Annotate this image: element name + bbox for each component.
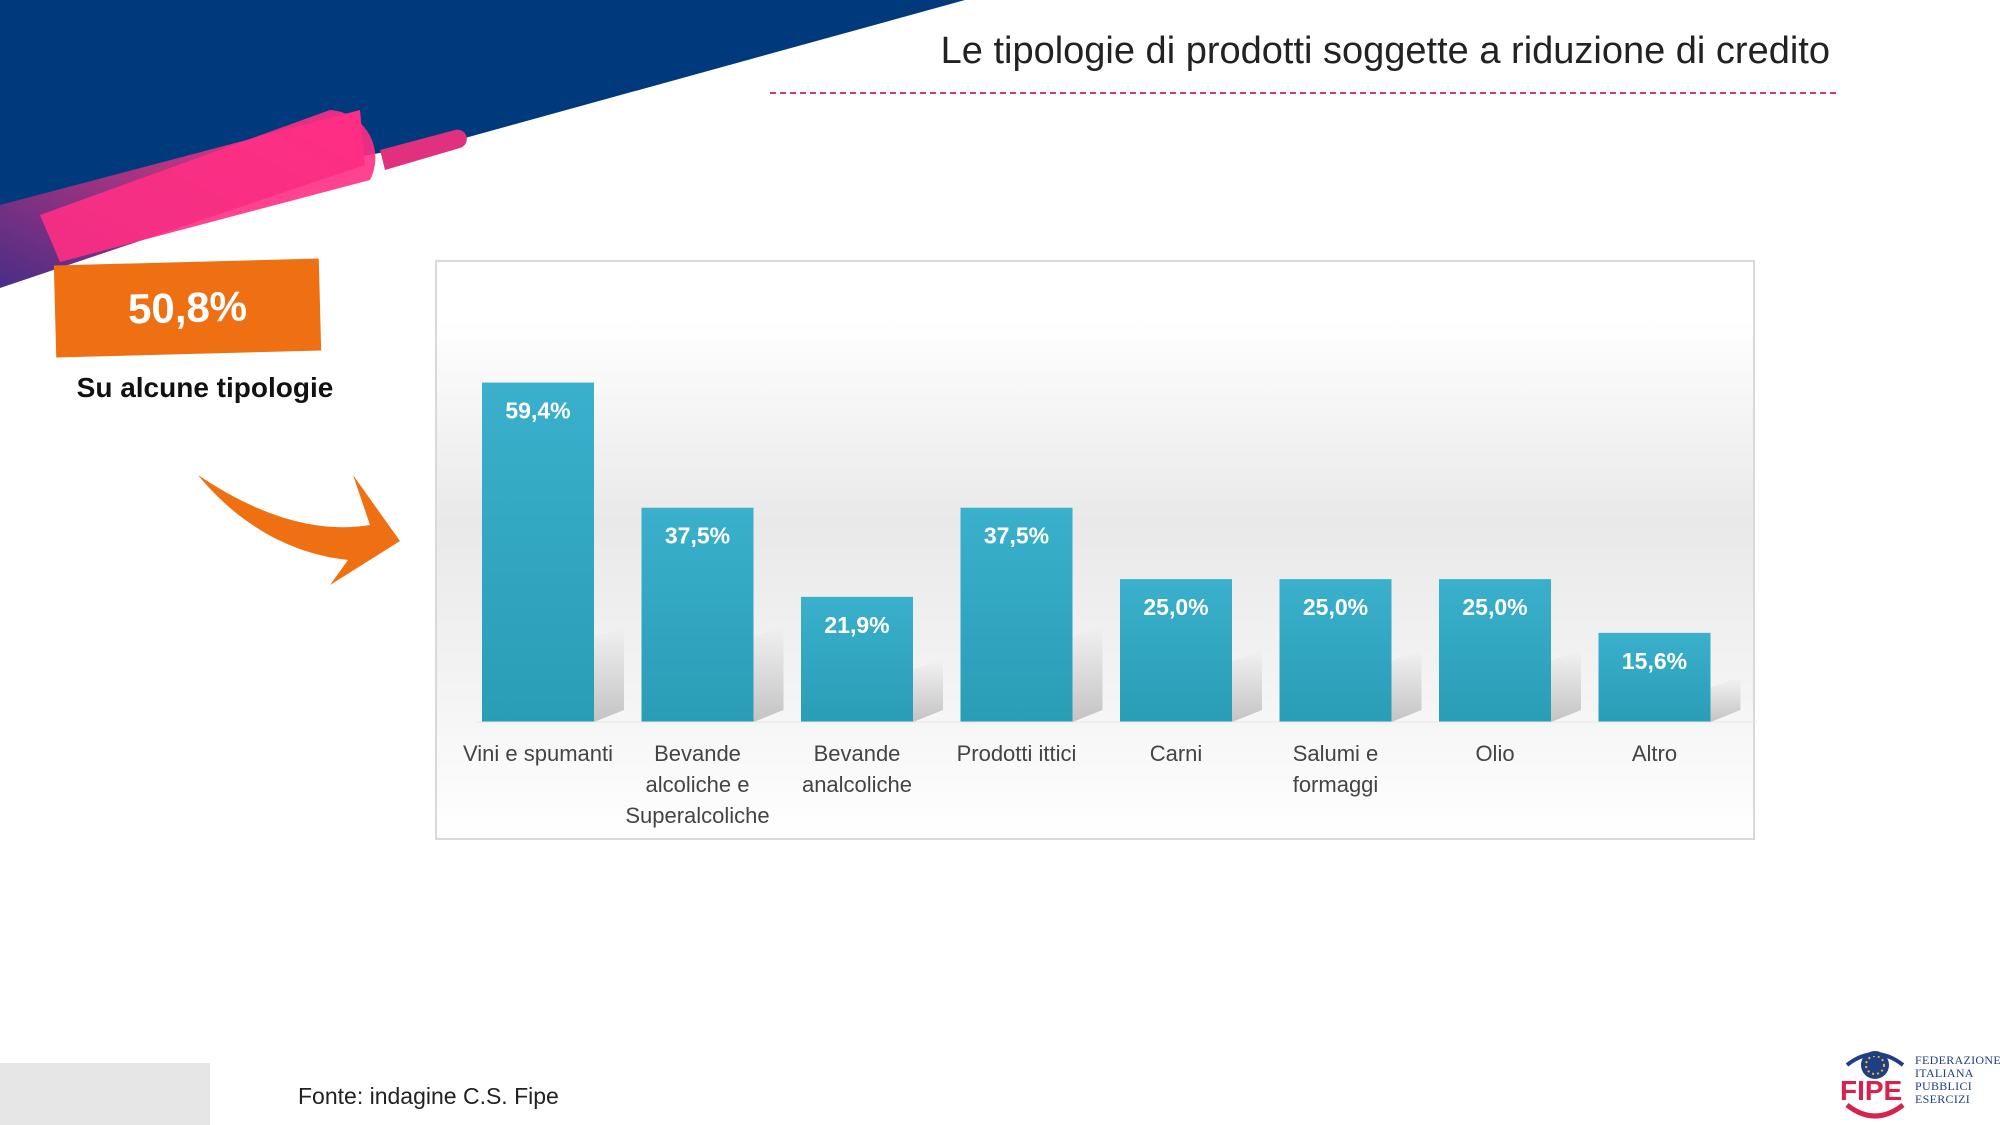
data-label: 25,0%	[1303, 594, 1368, 620]
title-divider	[770, 92, 1836, 94]
bar	[1120, 579, 1232, 722]
bar	[1598, 632, 1711, 722]
logo-text: FEDERAZIONE ITALIANA PUBBLICI ESERCIZI	[1915, 1054, 2000, 1106]
bar	[1439, 579, 1551, 722]
fipe-logo: FIPE	[1840, 1051, 1905, 1119]
category-label: Carni	[1150, 741, 1203, 766]
highlight-value: 50,8%	[127, 282, 248, 333]
category-label: Bevande alcoliche e Superalcoliche	[625, 741, 769, 828]
bar	[641, 507, 754, 722]
highlight-badge: 50,8%	[53, 258, 322, 358]
logo-line: ESERCIZI	[1915, 1092, 1971, 1106]
data-label: 37,5%	[665, 523, 730, 549]
highlight-label: Su alcune tipologie	[76, 372, 334, 403]
bar	[960, 507, 1073, 722]
data-label: 37,5%	[984, 523, 1049, 549]
bar-shadow	[1710, 677, 1741, 722]
logo-line: ITALIANA	[1915, 1066, 1974, 1080]
category-label: Bevande analcoliche	[802, 741, 912, 797]
header-decoration	[0, 0, 965, 288]
bar-shadow	[753, 627, 784, 722]
bar-shadow	[913, 659, 943, 722]
data-label: 59,4%	[505, 398, 570, 424]
bar	[482, 382, 594, 722]
bar-shadow	[1072, 627, 1103, 722]
curved-arrow-icon	[198, 475, 400, 585]
data-label: 21,9%	[824, 612, 889, 638]
data-label: 15,6%	[1622, 648, 1687, 674]
bar-chart: 59,4% Vini e spumanti 37,5% Bevande alcolich…	[463, 382, 1757, 828]
category-label: Vini e spumanti	[463, 741, 613, 766]
category-label: Olio	[1475, 741, 1514, 766]
category-label: Altro	[1632, 741, 1677, 766]
bar	[1279, 579, 1392, 722]
chart-panel: 59,4% Vini e spumanti 37,5% Bevande alcolich…	[435, 260, 1757, 840]
bar-shadow	[594, 627, 624, 722]
logo-line: PUBBLICI	[1915, 1079, 1973, 1093]
bar-shadow	[1551, 650, 1581, 722]
source-note: Fonte: indagine C.S. Fipe	[298, 1083, 559, 1109]
footer-block	[0, 1063, 210, 1125]
data-label: 25,0%	[1462, 594, 1527, 620]
bar-shadow	[1391, 650, 1422, 722]
logo-line: FEDERAZIONE	[1915, 1053, 2000, 1067]
category-label: Prodotti ittici	[957, 741, 1077, 766]
page-title: Le tipologie di prodotti soggette a ridu…	[940, 30, 1830, 72]
bar	[801, 596, 913, 722]
data-label: 25,0%	[1143, 594, 1208, 620]
bar-shadow	[1232, 650, 1262, 722]
category-label: Salumi e formaggi	[1293, 741, 1379, 797]
logo-acronym: FIPE	[1840, 1075, 1902, 1106]
